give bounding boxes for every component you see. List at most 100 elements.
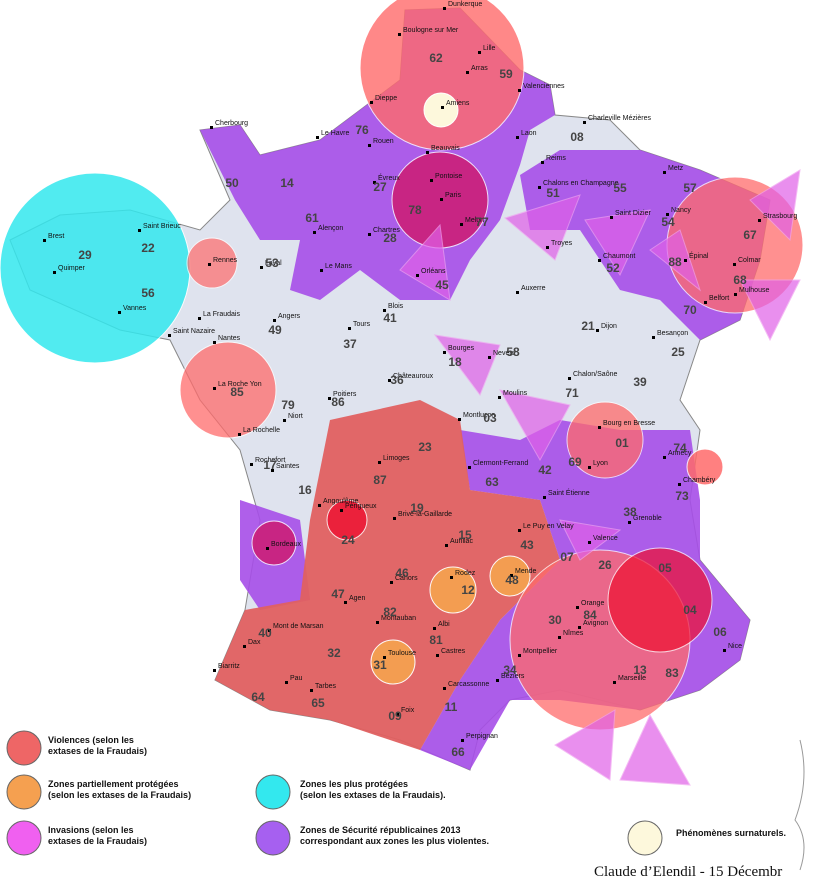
city-label: Blois — [388, 303, 404, 310]
department-number: 48 — [505, 573, 519, 587]
zone-circle — [251, 520, 297, 566]
department-number: 26 — [598, 558, 612, 572]
department-number: 23 — [418, 440, 432, 454]
legend-label: correspondant aux zones les plus violent… — [300, 836, 489, 846]
city-label: Orléans — [421, 268, 446, 275]
department-number: 32 — [327, 646, 341, 660]
city-label: Rodez — [455, 570, 476, 577]
department-number: 62 — [429, 51, 443, 65]
city-marker — [368, 233, 371, 236]
city-marker — [466, 71, 469, 74]
city-marker — [460, 223, 463, 226]
department-number: 14 — [280, 176, 294, 190]
city-label: Poitiers — [333, 391, 357, 398]
invasion-triangle — [619, 713, 691, 786]
city-label: Foix — [401, 707, 415, 714]
city-marker — [663, 456, 666, 459]
city-marker — [598, 259, 601, 262]
department-number: 47 — [331, 587, 345, 601]
legend-label: Zones les plus protégées — [300, 779, 408, 789]
city-marker — [478, 51, 481, 54]
department-number: 21 — [581, 319, 595, 333]
city-marker — [678, 483, 681, 486]
department-number: 87 — [373, 473, 387, 487]
city-label: Vannes — [123, 305, 147, 312]
department-number: 88 — [668, 255, 682, 269]
city-marker — [443, 7, 446, 10]
city-label: Cahors — [395, 575, 418, 582]
city-label: Paris — [445, 192, 461, 199]
city-marker — [498, 396, 501, 399]
legend-swatch — [6, 820, 42, 856]
city-label: Strasbourg — [763, 213, 797, 220]
city-label: Dax — [248, 639, 261, 646]
city-label: Le Mans — [325, 263, 352, 270]
department-number: 73 — [675, 489, 689, 503]
city-label: Saint Brieuc — [143, 223, 181, 230]
city-label: Biarritz — [218, 663, 240, 670]
coast-sketch — [794, 739, 805, 871]
department-number: 70 — [683, 303, 697, 317]
city-label: Épinal — [689, 251, 709, 260]
city-marker — [313, 231, 316, 234]
city-marker — [518, 89, 521, 92]
city-label: Nîmes — [563, 630, 584, 637]
department-number: 81 — [429, 633, 443, 647]
city-marker — [210, 126, 213, 129]
legend-label: Phénomènes surnaturels. — [676, 828, 786, 838]
city-marker — [213, 669, 216, 672]
city-label: Albi — [438, 621, 450, 628]
department-number: 63 — [485, 475, 499, 489]
city-marker — [663, 171, 666, 174]
legend-label: (selon les extases de la Fraudais) — [48, 790, 191, 800]
department-number: 06 — [713, 625, 727, 639]
city-marker — [390, 581, 393, 584]
department-number: 79 — [281, 398, 295, 412]
city-label: Dieppe — [375, 95, 397, 102]
invasion-triangle — [649, 229, 702, 292]
city-marker — [733, 263, 736, 266]
city-marker — [578, 626, 581, 629]
violence-zone — [215, 400, 560, 750]
city-label: Beauvais — [431, 145, 460, 152]
city-marker — [546, 246, 549, 249]
city-label: Moulins — [503, 390, 528, 397]
city-label: Tours — [353, 321, 371, 328]
city-marker — [496, 679, 499, 682]
city-marker — [758, 219, 761, 222]
department-number: 82 — [383, 605, 397, 619]
city-marker — [388, 379, 391, 382]
department-number: 01 — [615, 436, 629, 450]
city-label: La Rochelle — [243, 427, 280, 434]
department-number: 30 — [548, 613, 562, 627]
city-label: Chartres — [373, 227, 400, 234]
city-label: Saintes — [276, 463, 300, 470]
city-label: Auxerre — [521, 285, 546, 292]
legend-swatch — [255, 774, 291, 810]
city-label: Alençon — [318, 225, 343, 232]
city-label: Valence — [593, 535, 618, 542]
city-label: Saint Nazaire — [173, 328, 215, 335]
city-marker — [588, 466, 591, 469]
city-marker — [610, 216, 613, 219]
department-number: 11 — [445, 700, 458, 714]
city-marker — [393, 517, 396, 520]
city-label: Valenciennes — [523, 83, 565, 90]
city-marker — [426, 151, 429, 154]
city-label: Mulhouse — [739, 287, 769, 294]
department-number: 49 — [268, 323, 282, 337]
city-label: Brest — [48, 233, 64, 240]
city-label: Chalon/Saône — [573, 371, 617, 378]
city-label: Colmar — [738, 257, 761, 264]
zone-circle — [566, 401, 644, 479]
city-marker — [723, 649, 726, 652]
city-marker — [541, 161, 544, 164]
city-label: La Roche Yon — [218, 381, 262, 388]
zone-circle — [186, 237, 238, 289]
city-label: Angers — [278, 313, 301, 320]
city-marker — [596, 329, 599, 332]
city-label: Nantes — [218, 335, 241, 342]
city-marker — [450, 576, 453, 579]
department-number: 84 — [583, 608, 597, 622]
department-number: 85 — [230, 385, 244, 399]
